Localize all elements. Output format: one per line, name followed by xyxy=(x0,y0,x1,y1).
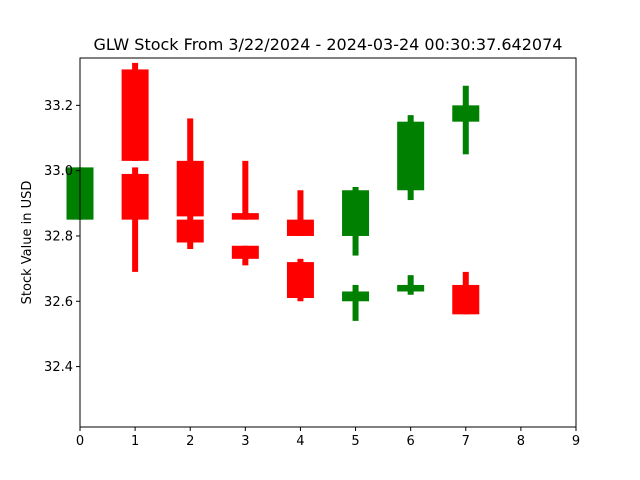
candle-body-4 xyxy=(176,219,204,243)
candle-body-12 xyxy=(397,284,425,292)
candle-body-1 xyxy=(121,69,149,161)
x-tick-label-7: 7 xyxy=(462,434,470,449)
candle-wick-7 xyxy=(297,190,304,236)
candle-body-13 xyxy=(452,105,480,122)
candle-body-6 xyxy=(231,245,259,259)
x-tick-label-2: 2 xyxy=(186,434,194,449)
y-axis: 32.4 32.6 32.8 33.0 33.2 xyxy=(44,99,80,375)
chart-title: GLW Stock From 3/22/2024 - 2024-03-24 00… xyxy=(94,35,563,54)
x-tick-label-5: 5 xyxy=(351,434,359,449)
y-tick-label-3: 33.0 xyxy=(44,164,73,179)
candle-body-3 xyxy=(176,160,204,217)
candle-body-7 xyxy=(286,219,314,236)
x-tick-label-3: 3 xyxy=(241,434,249,449)
x-tick-label-0: 0 xyxy=(76,434,84,449)
y-tick-label-4: 33.2 xyxy=(44,99,73,114)
candle-body-2 xyxy=(121,173,149,220)
x-tick-label-6: 6 xyxy=(407,434,415,449)
candle-body-5 xyxy=(231,213,259,220)
y-tick-label-2: 32.8 xyxy=(44,229,73,244)
candle-body-10 xyxy=(342,291,370,302)
x-tick-label-9: 9 xyxy=(572,434,580,449)
candle-wick-10 xyxy=(352,284,359,321)
candle-wick-5 xyxy=(242,160,249,220)
candle-body-11 xyxy=(397,121,425,191)
x-tick-label-1: 1 xyxy=(131,434,139,449)
candles-group xyxy=(66,62,480,321)
candle-body-8 xyxy=(286,262,314,299)
x-tick-label-4: 4 xyxy=(296,434,304,449)
y-tick-label-1: 32.6 xyxy=(44,295,73,310)
x-tick-label-8: 8 xyxy=(517,434,525,449)
candle-body-9 xyxy=(342,190,370,236)
y-axis-label: Stock Value in USD xyxy=(20,181,35,305)
y-tick-label-0: 32.4 xyxy=(44,360,73,375)
x-axis: 0 1 2 3 4 5 6 7 8 9 xyxy=(76,427,580,449)
plot-frame xyxy=(79,57,577,428)
candle-body-14 xyxy=(452,284,480,315)
